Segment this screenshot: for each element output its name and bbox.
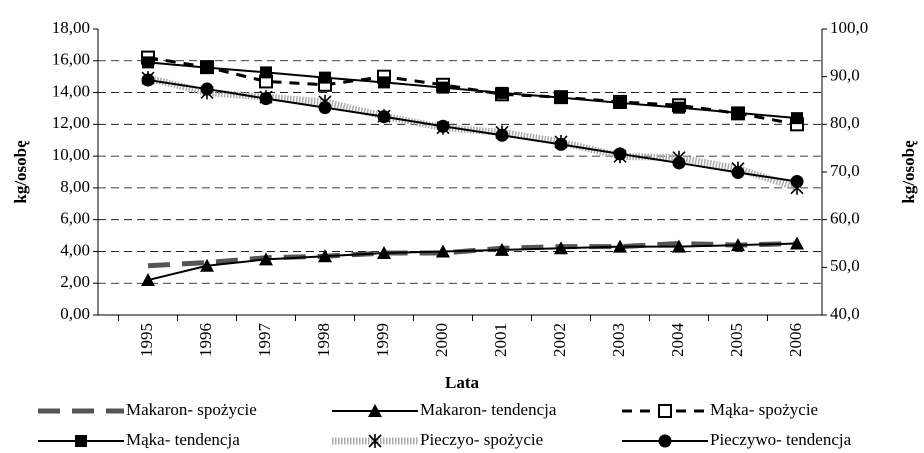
data-point <box>319 71 331 84</box>
data-point <box>496 86 508 99</box>
data-point <box>731 238 745 252</box>
x-tick-label: 1995 <box>137 323 156 357</box>
y-tick-label: 6,00 <box>60 209 90 228</box>
x-tick-label: 1996 <box>196 323 215 357</box>
data-point <box>377 246 391 260</box>
data-point <box>554 241 568 255</box>
data-point <box>495 128 509 142</box>
data-point <box>142 56 154 69</box>
data-point <box>555 91 567 104</box>
y-axis-title: kg/osobę <box>11 140 30 204</box>
y2-tick-label: 50,0 <box>830 256 860 275</box>
x-tick-label: 1997 <box>255 323 274 358</box>
data-point <box>436 119 450 133</box>
data-point <box>259 92 273 106</box>
x-tick-label: 2002 <box>550 323 569 357</box>
data-point <box>141 273 155 287</box>
x-axis-title: Lata <box>445 373 480 392</box>
y-tick-label: 12,00 <box>52 113 90 132</box>
data-point <box>259 252 273 266</box>
data-point <box>732 106 744 119</box>
y-tick-label: 18,00 <box>52 18 90 37</box>
data-point <box>201 61 213 74</box>
y-tick-label: 4,00 <box>60 240 90 259</box>
x-tick-label: 2005 <box>727 323 746 357</box>
data-point <box>790 175 804 189</box>
y2-tick-label: 80,0 <box>830 113 860 132</box>
data-point <box>436 244 450 258</box>
data-point <box>672 156 686 170</box>
legend-marker <box>658 404 672 418</box>
y-tick-label: 0,00 <box>60 304 90 323</box>
x-tick-label: 2003 <box>609 323 628 357</box>
x-tick-label: 2001 <box>491 323 510 357</box>
legend-label: Pieczywo- tendencja <box>710 430 852 449</box>
x-tick-label: 2006 <box>786 323 805 357</box>
legend-marker <box>368 404 382 417</box>
x-tick-label: 1998 <box>314 323 333 357</box>
y2-tick-label: 70,0 <box>830 161 860 180</box>
y2-tick-label: 60,0 <box>830 209 860 228</box>
y2-tick-label: 100,0 <box>830 18 868 37</box>
data-point <box>614 96 626 109</box>
legend-marker <box>75 435 87 447</box>
y2-tick-label: 40,0 <box>830 304 860 323</box>
legend-label: Pieczyo- spożycie <box>420 430 543 449</box>
legend-label: Mąka- tendencja <box>126 430 240 449</box>
y-tick-label: 8,00 <box>60 177 90 196</box>
data-point <box>377 110 391 124</box>
data-point <box>791 112 803 125</box>
legend-label: Makaron- spożycie <box>126 400 257 419</box>
data-point <box>200 258 214 272</box>
y-tick-label: 2,00 <box>60 272 90 291</box>
legend-marker <box>368 434 382 448</box>
data-point <box>731 165 745 179</box>
legend-label: Makaron- tendencja <box>420 400 557 419</box>
data-point <box>672 239 686 253</box>
data-point <box>613 239 627 253</box>
series-line <box>147 61 798 120</box>
y-tick-label: 16,00 <box>52 50 90 69</box>
legend-marker <box>658 434 672 448</box>
data-point <box>554 137 568 151</box>
y2-tick-label: 90,0 <box>830 66 860 85</box>
x-tick-label: 2004 <box>668 323 687 358</box>
series-line <box>147 79 798 183</box>
data-point <box>613 147 627 161</box>
data-point <box>318 101 332 115</box>
data-point <box>260 66 272 79</box>
data-point <box>318 249 332 263</box>
data-point <box>141 73 155 87</box>
data-point <box>437 81 449 94</box>
y2-axis-title: kg/osobę <box>899 140 918 204</box>
data-point <box>790 236 804 250</box>
y-tick-label: 14,00 <box>52 81 90 100</box>
series-line <box>147 242 798 282</box>
data-point <box>673 101 685 114</box>
y-tick-label: 10,00 <box>52 145 90 164</box>
data-point <box>200 82 214 96</box>
x-tick-label: 2000 <box>432 323 451 357</box>
x-tick-label: 1999 <box>373 323 392 357</box>
data-point <box>378 76 390 89</box>
legend-label: Mąka- spożycie <box>710 400 818 419</box>
data-point <box>495 242 509 256</box>
